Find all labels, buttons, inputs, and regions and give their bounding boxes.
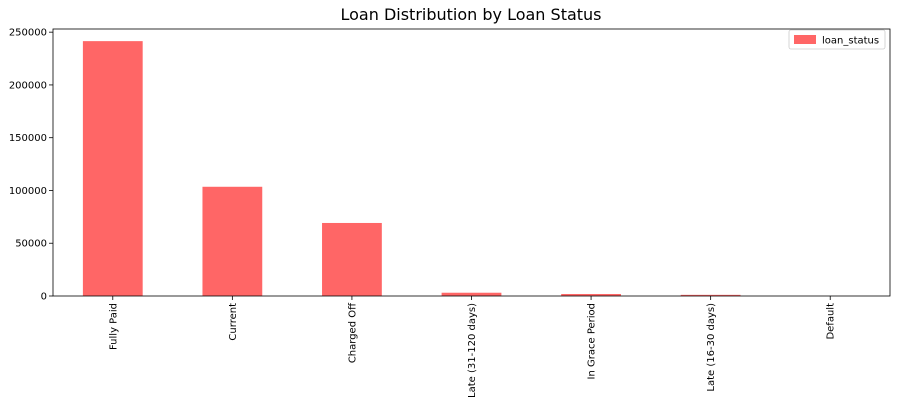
bars-group (82, 41, 861, 296)
x-tick-label-in-grace-period: In Grace Period (587, 303, 598, 379)
legend-label-loan-status: loan_status (822, 36, 879, 47)
y-tick-label-200000: 200000 (9, 80, 47, 91)
x-axis: Fully Paid Current Charged Off Late (31-120… (108, 296, 837, 398)
bar-fully-paid (82, 41, 143, 296)
x-tick-label-late-16-30-days: Late (16-30 days) (706, 303, 717, 392)
x-tick-label-fully-paid: Fully Paid (108, 303, 119, 350)
chart-title: Loan Distribution by Loan Status (340, 5, 601, 24)
bar-current (202, 186, 263, 296)
y-axis: 0 50000 100000 150000 200000 250000 (9, 28, 53, 303)
y-tick-label-0: 0 (41, 292, 47, 303)
bar-in-grace-period (561, 293, 621, 296)
plot-frame (52, 28, 891, 297)
legend-swatch (794, 35, 816, 44)
x-tick-label-default: Default (826, 303, 837, 340)
x-tick-label-charged-off: Charged Off (347, 302, 358, 363)
legend-box (788, 29, 886, 50)
y-tick-label-150000: 150000 (9, 133, 47, 144)
bar-late-31-120-days (441, 292, 502, 296)
y-tick-label-50000: 50000 (15, 239, 47, 250)
x-tick-label-late-31-120-days: Late (31-120 days) (467, 303, 478, 398)
x-tick-label-current: Current (228, 303, 239, 341)
bar-charged-off (322, 222, 382, 296)
y-tick-label-100000: 100000 (9, 186, 47, 197)
bar-late-16-30-days (680, 294, 741, 296)
y-tick-label-250000: 250000 (9, 28, 47, 39)
legend: loan_status (788, 29, 886, 50)
